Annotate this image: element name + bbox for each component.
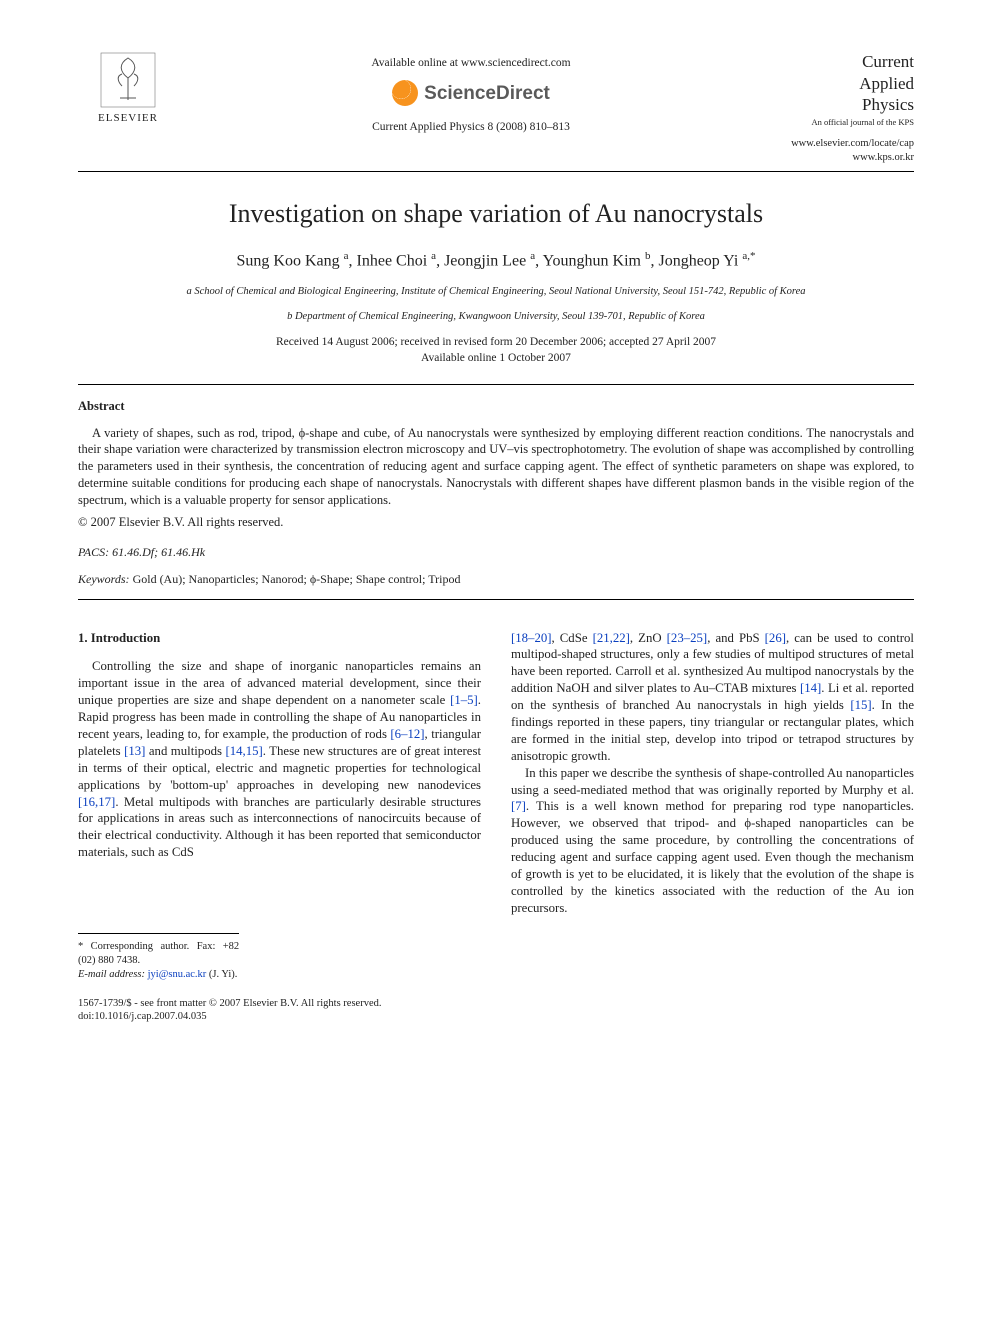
header-rule — [78, 171, 914, 172]
intro-para-1-right: [18–20], CdSe [21,22], ZnO [23–25], and … — [511, 630, 914, 765]
intro-para-1-left: Controlling the size and shape of inorga… — [78, 658, 481, 861]
keywords-line: Keywords: Gold (Au); Nanoparticles; Nano… — [78, 572, 914, 587]
email-label: E-mail address: — [78, 969, 148, 980]
corresponding-author-note: * Corresponding author. Fax: +82 (02) 88… — [78, 940, 239, 968]
available-online-date: Available online 1 October 2007 — [421, 352, 571, 364]
sciencedirect-logo: ScienceDirect — [392, 80, 550, 106]
pacs-value: 61.46.Df; 61.46.Hk — [109, 545, 205, 559]
citation-15[interactable]: [15] — [850, 698, 871, 712]
column-right: [18–20], CdSe [21,22], ZnO [23–25], and … — [511, 630, 914, 1024]
abstract-text: A variety of shapes, such as rod, tripod… — [78, 425, 914, 509]
body-columns: 1. Introduction Controlling the size and… — [78, 630, 914, 1024]
elsevier-label: ELSEVIER — [78, 112, 178, 126]
journal-title-line3: Physics — [764, 95, 914, 115]
citation-23-25[interactable]: [23–25] — [667, 631, 708, 645]
footnotes-block: * Corresponding author. Fax: +82 (02) 88… — [78, 933, 239, 983]
article-title: Investigation on shape variation of Au n… — [78, 198, 914, 231]
journal-title-line2: Applied — [764, 74, 914, 94]
pacs-line: PACS: 61.46.Df; 61.46.Hk — [78, 545, 914, 560]
column-left: 1. Introduction Controlling the size and… — [78, 630, 481, 1024]
abstract-top-rule — [78, 384, 914, 385]
affiliation-a: a School of Chemical and Biological Engi… — [78, 285, 914, 299]
abstract-bottom-rule — [78, 599, 914, 600]
received-dates: Received 14 August 2006; received in rev… — [276, 336, 716, 348]
sciencedirect-swoosh-icon — [392, 80, 418, 106]
citation-6-12[interactable]: [6–12] — [390, 727, 424, 741]
journal-url-1: www.elsevier.com/locate/cap — [764, 137, 914, 151]
page-header: ELSEVIER Available online at www.science… — [78, 52, 914, 165]
citation-14-15[interactable]: [14,15] — [225, 744, 262, 758]
doi-line: doi:10.1016/j.cap.2007.04.035 — [78, 1010, 481, 1024]
intro-para-2: In this paper we describe the synthesis … — [511, 765, 914, 917]
sciencedirect-text: ScienceDirect — [424, 82, 550, 106]
abstract-heading: Abstract — [78, 399, 914, 415]
citation-13[interactable]: [13] — [124, 744, 145, 758]
journal-title-block: Current Applied Physics An official jour… — [764, 52, 914, 165]
keywords-label: Keywords: — [78, 572, 130, 586]
citation-1-5[interactable]: [1–5] — [450, 693, 478, 707]
center-header: Available online at www.sciencedirect.co… — [178, 52, 764, 135]
citation-16-17[interactable]: [16,17] — [78, 795, 115, 809]
journal-title-line1: Current — [764, 52, 914, 72]
email-line: E-mail address: jyi@snu.ac.kr (J. Yi). — [78, 968, 239, 982]
elsevier-tree-icon — [100, 52, 156, 108]
abstract-body: A variety of shapes, such as rod, tripod… — [78, 425, 914, 509]
citation-18-20[interactable]: [18–20] — [511, 631, 552, 645]
affiliation-b: b Department of Chemical Engineering, Kw… — [78, 310, 914, 324]
keywords-value: Gold (Au); Nanoparticles; Nanorod; ϕ-Sha… — [130, 572, 461, 586]
pacs-label: PACS: — [78, 545, 109, 559]
bottom-meta: 1567-1739/$ - see front matter © 2007 El… — [78, 997, 481, 1024]
author-list: Sung Koo Kang a, Inhee Choi a, Jeongjin … — [78, 250, 914, 271]
journal-url-2: www.kps.or.kr — [764, 151, 914, 165]
front-matter-line: 1567-1739/$ - see front matter © 2007 El… — [78, 997, 481, 1011]
citation-21-22[interactable]: [21,22] — [593, 631, 630, 645]
citation-14[interactable]: [14] — [800, 681, 821, 695]
email-suffix: (J. Yi). — [206, 969, 237, 980]
journal-reference: Current Applied Physics 8 (2008) 810–813 — [178, 120, 764, 134]
corresponding-email[interactable]: jyi@snu.ac.kr — [148, 969, 207, 980]
citation-26[interactable]: [26] — [765, 631, 786, 645]
journal-subtitle: An official journal of the KPS — [764, 117, 914, 128]
available-online-text: Available online at www.sciencedirect.co… — [178, 56, 764, 70]
citation-7[interactable]: [7] — [511, 799, 526, 813]
elsevier-logo-block: ELSEVIER — [78, 52, 178, 126]
article-dates: Received 14 August 2006; received in rev… — [78, 334, 914, 366]
intro-heading: 1. Introduction — [78, 630, 481, 647]
abstract-copyright: © 2007 Elsevier B.V. All rights reserved… — [78, 515, 914, 531]
